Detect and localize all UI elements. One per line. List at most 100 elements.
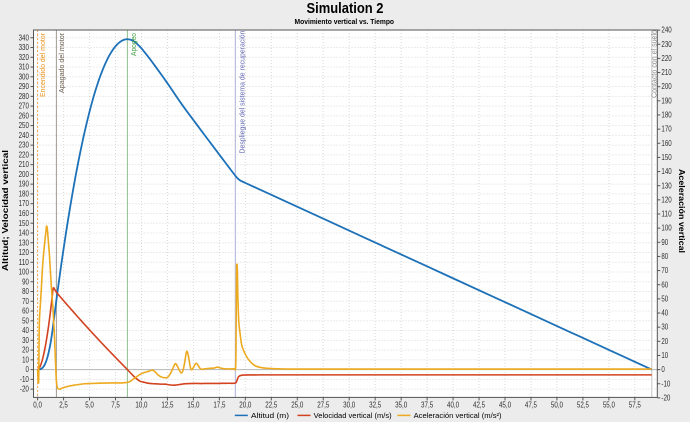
svg-text:220: 220 <box>19 150 30 159</box>
svg-text:60: 60 <box>661 280 668 289</box>
svg-text:7,5: 7,5 <box>111 401 120 410</box>
svg-text:60: 60 <box>22 307 29 316</box>
svg-text:190: 190 <box>661 96 672 105</box>
svg-text:25,0: 25,0 <box>291 401 304 410</box>
svg-text:50,0: 50,0 <box>551 401 564 410</box>
svg-text:160: 160 <box>661 139 672 148</box>
svg-text:10: 10 <box>22 355 29 364</box>
svg-text:120: 120 <box>661 195 672 204</box>
svg-text:Simulation 2: Simulation 2 <box>307 1 384 17</box>
svg-text:5,0: 5,0 <box>85 401 94 410</box>
svg-text:210: 210 <box>19 160 30 169</box>
svg-text:140: 140 <box>661 167 672 176</box>
svg-text:Contacto con el suelo: Contacto con el suelo <box>652 30 659 98</box>
svg-text:10: 10 <box>661 351 668 360</box>
svg-text:180: 180 <box>19 189 30 198</box>
svg-text:210: 210 <box>661 68 672 77</box>
svg-text:70: 70 <box>22 297 29 306</box>
svg-text:40,0: 40,0 <box>447 401 460 410</box>
svg-text:Altitud; Velocidad vertical: Altitud; Velocidad vertical <box>1 150 10 271</box>
svg-text:30: 30 <box>661 323 668 332</box>
svg-text:220: 220 <box>661 54 672 63</box>
svg-text:Aceleración vertical: Aceleración vertical <box>677 169 686 253</box>
svg-text:20: 20 <box>22 346 29 355</box>
svg-text:170: 170 <box>661 125 672 134</box>
svg-text:Encendido del motor: Encendido del motor <box>40 32 47 97</box>
svg-text:52,5: 52,5 <box>577 401 590 410</box>
svg-text:310: 310 <box>19 63 30 72</box>
svg-text:55,0: 55,0 <box>603 401 616 410</box>
svg-text:300: 300 <box>19 72 30 81</box>
svg-text:280: 280 <box>19 92 30 101</box>
svg-text:330: 330 <box>19 43 30 52</box>
svg-text:170: 170 <box>19 199 30 208</box>
svg-text:200: 200 <box>19 170 30 179</box>
svg-text:15,0: 15,0 <box>187 401 200 410</box>
svg-text:Apogeo: Apogeo <box>131 33 138 56</box>
svg-text:130: 130 <box>661 181 672 190</box>
svg-text:80: 80 <box>661 252 668 261</box>
svg-text:-20: -20 <box>20 385 29 394</box>
svg-text:290: 290 <box>19 82 30 91</box>
svg-text:240: 240 <box>661 26 672 35</box>
svg-text:70: 70 <box>661 266 668 275</box>
svg-text:160: 160 <box>19 209 30 218</box>
svg-text:0,0: 0,0 <box>33 401 42 410</box>
svg-text:-10: -10 <box>20 375 29 384</box>
svg-text:180: 180 <box>661 111 672 120</box>
svg-text:200: 200 <box>661 82 672 91</box>
svg-text:Aceleración vertical (m/s²): Aceleración vertical (m/s²) <box>414 411 503 420</box>
svg-text:150: 150 <box>19 219 30 228</box>
svg-text:Movimiento vertical vs. Tiempo: Movimiento vertical vs. Tiempo <box>295 17 395 26</box>
svg-text:240: 240 <box>19 131 30 140</box>
svg-text:Velocidad vertical (m/s): Velocidad vertical (m/s) <box>314 411 393 420</box>
svg-text:-20: -20 <box>661 393 670 402</box>
svg-text:110: 110 <box>19 258 30 267</box>
svg-text:-10: -10 <box>661 379 670 388</box>
svg-text:100: 100 <box>19 268 30 277</box>
svg-text:17,5: 17,5 <box>213 401 226 410</box>
svg-text:30: 30 <box>22 336 29 345</box>
svg-text:50: 50 <box>22 316 29 325</box>
svg-text:250: 250 <box>19 121 30 130</box>
svg-text:2,5: 2,5 <box>59 401 68 410</box>
svg-text:270: 270 <box>19 102 30 111</box>
svg-text:0: 0 <box>661 365 665 374</box>
svg-text:50: 50 <box>661 294 668 303</box>
svg-text:340: 340 <box>19 33 30 42</box>
svg-text:30,0: 30,0 <box>343 401 356 410</box>
svg-text:Apagado del motor: Apagado del motor <box>59 32 66 93</box>
svg-text:190: 190 <box>19 180 30 189</box>
svg-text:37,5: 37,5 <box>421 401 434 410</box>
svg-text:Despliegue del sistema de recu: Despliegue del sistema de recuperación <box>240 30 247 153</box>
svg-text:47,5: 47,5 <box>525 401 538 410</box>
svg-text:90: 90 <box>661 238 668 247</box>
svg-text:150: 150 <box>661 153 672 162</box>
svg-text:20: 20 <box>661 337 668 346</box>
svg-text:20,0: 20,0 <box>239 401 252 410</box>
svg-text:27,5: 27,5 <box>317 401 330 410</box>
svg-text:40: 40 <box>661 309 668 318</box>
svg-text:110: 110 <box>661 210 672 219</box>
svg-text:140: 140 <box>19 229 30 238</box>
svg-text:0: 0 <box>26 365 30 374</box>
svg-text:40: 40 <box>22 326 29 335</box>
svg-text:12,5: 12,5 <box>161 401 174 410</box>
svg-text:42,5: 42,5 <box>473 401 486 410</box>
svg-text:90: 90 <box>22 277 29 286</box>
svg-text:45,0: 45,0 <box>499 401 512 410</box>
svg-text:Altitud (m): Altitud (m) <box>251 411 290 420</box>
svg-text:320: 320 <box>19 53 30 62</box>
svg-text:260: 260 <box>19 111 30 120</box>
svg-text:230: 230 <box>661 40 672 49</box>
svg-text:230: 230 <box>19 141 30 150</box>
svg-text:10,0: 10,0 <box>135 401 148 410</box>
svg-text:120: 120 <box>19 248 30 257</box>
svg-text:80: 80 <box>22 287 29 296</box>
svg-text:22,5: 22,5 <box>265 401 278 410</box>
svg-text:35,0: 35,0 <box>395 401 408 410</box>
svg-text:57,5: 57,5 <box>629 401 642 410</box>
svg-text:32,5: 32,5 <box>369 401 382 410</box>
svg-text:130: 130 <box>19 238 30 247</box>
svg-text:100: 100 <box>661 224 672 233</box>
